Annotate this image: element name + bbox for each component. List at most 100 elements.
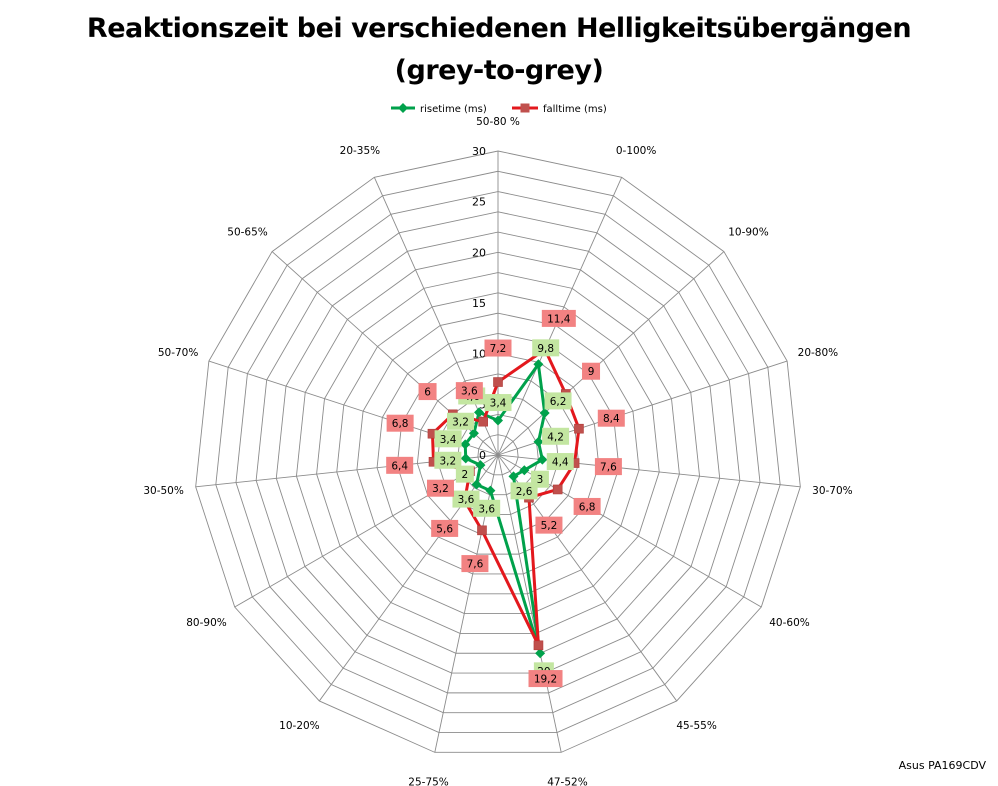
- category-label: 10-90%: [728, 227, 769, 239]
- data-label: 4,2: [547, 431, 564, 443]
- data-label-bg: [484, 339, 512, 357]
- chart-title-line2: (grey-to-grey): [394, 55, 604, 86]
- grid-ring: [275, 231, 721, 674]
- data-label: 3,6: [458, 494, 475, 506]
- data-label-bg: [528, 670, 563, 688]
- data-label-bg: [434, 451, 462, 469]
- data-point: [468, 428, 479, 439]
- data-label-bg: [532, 339, 560, 357]
- category-label: 40-60%: [769, 617, 810, 629]
- category-label: 80-90%: [186, 617, 227, 629]
- grid-ring: [457, 414, 539, 496]
- data-point: [519, 465, 530, 476]
- series-layer: [427, 344, 584, 659]
- data-point: [533, 436, 544, 447]
- tick-label: 0: [479, 449, 486, 462]
- data-label: 6,8: [392, 418, 409, 430]
- grid-ring: [376, 332, 620, 575]
- data-point: [477, 525, 487, 536]
- grid-ring: [316, 272, 680, 634]
- data-point: [493, 377, 503, 387]
- grid-ring: [215, 170, 781, 733]
- data-label: 5,2: [541, 520, 558, 532]
- data-label-bg: [431, 519, 459, 537]
- data-label: 9: [588, 366, 595, 378]
- data-label-bg: [386, 414, 414, 432]
- data-point: [539, 407, 550, 418]
- data-label: 2,6: [516, 486, 533, 498]
- data-label: 3,2: [432, 483, 449, 495]
- data-label: 5,6: [436, 523, 453, 535]
- data-point: [478, 416, 488, 427]
- data-label-bg: [473, 499, 501, 517]
- data-label-bg: [594, 458, 622, 476]
- chart-title: Reaktionszeit bei verschiedenen Helligke…: [0, 8, 998, 92]
- data-label: 6,4: [391, 460, 408, 472]
- data-label: 7,6: [467, 559, 484, 571]
- data-point: [471, 479, 482, 490]
- tick-label: 15: [472, 297, 486, 310]
- data-label-bg: [535, 516, 563, 534]
- category-label: 20-35%: [340, 145, 381, 157]
- data-label-bg: [544, 392, 572, 410]
- category-label: 45-55%: [676, 720, 717, 732]
- grid-spoke: [497, 454, 562, 753]
- data-point: [493, 415, 503, 426]
- data-label: 3: [537, 474, 544, 486]
- data-label: 3,2: [452, 416, 469, 428]
- data-label-bg: [484, 394, 512, 412]
- data-label: 7,2: [490, 343, 507, 355]
- data-label: 7,6: [600, 462, 617, 474]
- grid-ring: [356, 312, 640, 595]
- grid-ring: [195, 150, 801, 753]
- data-label: 4,4: [552, 457, 569, 469]
- series-line: [430, 347, 581, 647]
- data-label-bg: [541, 309, 576, 327]
- category-label: 10-20%: [279, 720, 320, 732]
- data-label-bg: [447, 412, 475, 430]
- data-point: [460, 453, 471, 464]
- data-label: 3,2: [439, 455, 456, 467]
- grid-ring: [477, 434, 519, 476]
- category-label: 20-80%: [798, 347, 839, 359]
- data-label: 6,8: [579, 501, 596, 513]
- tick-label: 5: [479, 398, 486, 411]
- data-label: 6,2: [550, 396, 567, 408]
- series-line: [463, 362, 547, 655]
- legend-label-risetime: risetime (ms): [420, 104, 487, 115]
- tick-label: 25: [472, 196, 486, 209]
- data-point: [574, 423, 584, 434]
- category-label: 25-75%: [408, 777, 449, 786]
- category-label: 30-50%: [143, 485, 184, 497]
- grid-ring: [295, 251, 701, 654]
- category-label: 30-70%: [812, 485, 853, 497]
- data-label: 3,6: [461, 386, 478, 398]
- data-point: [460, 439, 471, 450]
- data-label-bg: [573, 497, 601, 515]
- data-label-bg: [455, 382, 483, 400]
- watermark: Asus PA169CDV: [898, 759, 986, 772]
- data-point: [474, 407, 485, 418]
- category-label: 0-100%: [616, 145, 657, 157]
- data-point: [533, 359, 544, 370]
- legend: risetime (ms) falltime (ms): [391, 103, 607, 115]
- category-label: 47-52%: [547, 777, 588, 786]
- grid-spoke: [234, 454, 499, 608]
- tick-label: 30: [472, 145, 486, 158]
- data-label-bg: [597, 409, 625, 427]
- data-label-bg: [452, 490, 480, 508]
- data-label-bg: [582, 362, 601, 380]
- legend-marker-falltime: [520, 103, 530, 113]
- grid-ring: [396, 353, 600, 555]
- chart-title-line1: Reaktionszeit bei verschiedenen Helligke…: [86, 13, 912, 44]
- data-label-layer: 3,49,86,24,24,432,6203,63,623,23,43,24,6…: [386, 309, 625, 688]
- axis-label-layer: 50-80 % 0-100% 10-90% 20-80% 30-70% 40-60% 45-…: [143, 116, 852, 786]
- legend-marker-risetime: [398, 103, 408, 113]
- data-label: 11,4: [547, 313, 571, 325]
- data-label-bg: [418, 383, 437, 401]
- data-label: 2: [462, 469, 469, 481]
- data-label-bg: [546, 453, 574, 471]
- grid-ring: [255, 211, 741, 694]
- category-label: 50-70%: [158, 347, 199, 359]
